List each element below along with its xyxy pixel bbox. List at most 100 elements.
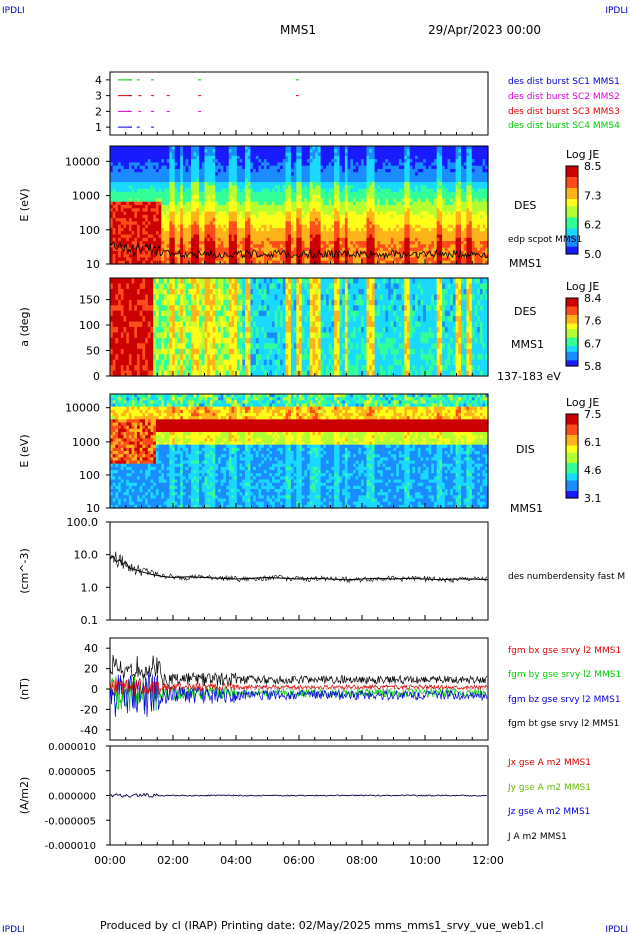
des-energy-heatmap-cell — [253, 231, 257, 236]
des-energy-heatmap-cell — [174, 198, 179, 203]
des-energy-heatmap-cell — [334, 149, 338, 154]
des-energy-heatmap-cell — [320, 260, 324, 265]
des-energy-heatmap-cell — [199, 195, 203, 200]
des-energy-heatmap-cell — [196, 244, 200, 249]
des-energy-heatmap-cell — [366, 254, 370, 259]
des-energy-heatmap-cell — [212, 146, 216, 150]
des-energy-heatmap-cell — [323, 247, 327, 252]
des-energy-heatmap-cell — [153, 165, 157, 170]
des-energy-heatmap-cell — [326, 168, 330, 173]
des-energy-heatmap-cell — [353, 172, 357, 177]
des-energy-heatmap-cell — [253, 227, 257, 232]
des-energy-heatmap-cell — [347, 146, 351, 150]
des-energy-heatmap-cell — [239, 201, 243, 206]
des-energy-heatmap-cell — [199, 172, 203, 177]
des-energy-heatmap-cell — [172, 250, 176, 255]
des-energy-heatmap-cell — [315, 159, 319, 163]
des-energy-heatmap-cell — [245, 214, 249, 219]
des-energy-heatmap-cell — [353, 182, 357, 186]
des-energy-heatmap-cell — [342, 152, 346, 157]
des-energy-heatmap-cell — [363, 175, 368, 180]
des-energy-heatmap-cell — [334, 231, 338, 236]
des-energy-heatmap-cell — [112, 185, 116, 190]
des-energy-heatmap-cell — [288, 172, 292, 177]
des-energy-heatmap-cell — [166, 178, 170, 183]
des-energy-heatmap-cell — [226, 198, 230, 203]
des-energy-heatmap-cell — [377, 159, 381, 163]
des-energy-heatmap-cell — [180, 214, 184, 219]
des-energy-heatmap-cell — [123, 218, 127, 222]
des-energy-heatmap-cell — [344, 201, 349, 206]
des-energy-heatmap-cell — [280, 185, 284, 190]
des-energy-heatmap-cell — [193, 208, 197, 213]
des-energy-heatmap-cell — [336, 178, 341, 183]
des-energy-heatmap-cell — [299, 234, 303, 239]
des-energy-heatmap-cell — [304, 188, 308, 193]
des-energy-heatmap-cell — [301, 152, 305, 157]
des-energy-heatmap-cell — [339, 182, 343, 186]
des-energy-heatmap-cell — [239, 159, 243, 163]
des-energy-heatmap-cell — [366, 247, 370, 252]
des-energy-heatmap-cell — [344, 172, 349, 177]
des-energy-heatmap-cell — [342, 195, 346, 200]
des-energy-heatmap-cell — [185, 211, 189, 216]
des-energy-heatmap-cell — [112, 146, 116, 150]
des-energy-heatmap-cell — [120, 195, 125, 200]
des-energy-heatmap-cell — [312, 241, 316, 245]
des-energy-heatmap-cell — [147, 175, 152, 180]
des-energy-heatmap-cell — [320, 188, 324, 193]
des-energy-heatmap-cell — [272, 257, 276, 262]
des-energy-heatmap-cell — [169, 244, 173, 249]
des-energy-heatmap-cell — [201, 198, 206, 203]
des-energy-heatmap-cell — [196, 205, 200, 209]
des-energy-heatmap-cell — [342, 168, 346, 173]
des-energy-heatmap-cell — [312, 237, 316, 242]
des-energy-heatmap-cell — [323, 201, 327, 206]
des-energy-heatmap-cell — [126, 247, 130, 252]
des-energy-heatmap-cell — [253, 162, 257, 167]
des-energy-heatmap-cell — [212, 241, 216, 245]
des-energy-heatmap-cell — [218, 188, 222, 193]
des-energy-heatmap-cell — [361, 247, 365, 252]
des-energy-heatmap-cell — [342, 208, 346, 213]
des-energy-heatmap-cell — [131, 234, 135, 239]
des-energy-heatmap-cell — [247, 149, 251, 154]
des-energy-heatmap-cell — [207, 159, 211, 163]
des-energy-heatmap-cell — [250, 178, 254, 183]
des-energy-heatmap-cell — [280, 159, 284, 163]
des-energy-heatmap-cell — [201, 182, 206, 186]
des-energy-heatmap-cell — [174, 185, 179, 190]
des-energy-heatmap-cell — [304, 149, 308, 154]
des-energy-heatmap-cell — [282, 146, 287, 150]
des-energy-heatmap-cell — [228, 214, 233, 219]
des-energy-heatmap-cell — [290, 244, 295, 249]
des-energy-heatmap-cell — [353, 162, 357, 167]
des-energy-heatmap-cell — [366, 185, 370, 190]
des-energy-heatmap-cell — [374, 221, 378, 226]
des-energy-heatmap-cell — [193, 227, 197, 232]
des-energy-heatmap-cell — [164, 149, 168, 154]
des-energy-heatmap-cell — [380, 165, 384, 170]
des-energy-heatmap-cell — [215, 172, 219, 177]
des-energy-heatmap-cell — [285, 254, 289, 259]
des-energy-heatmap-cell — [115, 162, 119, 167]
des-energy-heatmap-cell — [377, 241, 381, 245]
des-energy-heatmap-cell — [120, 257, 125, 262]
des-energy-heatmap-cell — [123, 146, 127, 150]
des-energy-heatmap-cell — [169, 175, 173, 180]
des-energy-heatmap-cell — [204, 172, 208, 177]
des-energy-heatmap-cell — [247, 237, 251, 242]
des-energy-heatmap-cell — [261, 201, 265, 206]
des-energy-heatmap-cell — [377, 208, 381, 213]
des-energy-heatmap-cell — [320, 214, 324, 219]
des-energy-heatmap-cell — [153, 191, 157, 196]
des-energy-heatmap-cell — [123, 260, 127, 265]
des-energy-heatmap-cell — [326, 198, 330, 203]
des-energy-heatmap-cell — [304, 162, 308, 167]
des-energy-heatmap-cell — [288, 221, 292, 226]
des-energy-heatmap-cell — [123, 234, 127, 239]
des-energy-heatmap-cell — [344, 237, 349, 242]
des-energy-heatmap-cell — [215, 182, 219, 186]
des-energy-heatmap-cell — [147, 149, 152, 154]
